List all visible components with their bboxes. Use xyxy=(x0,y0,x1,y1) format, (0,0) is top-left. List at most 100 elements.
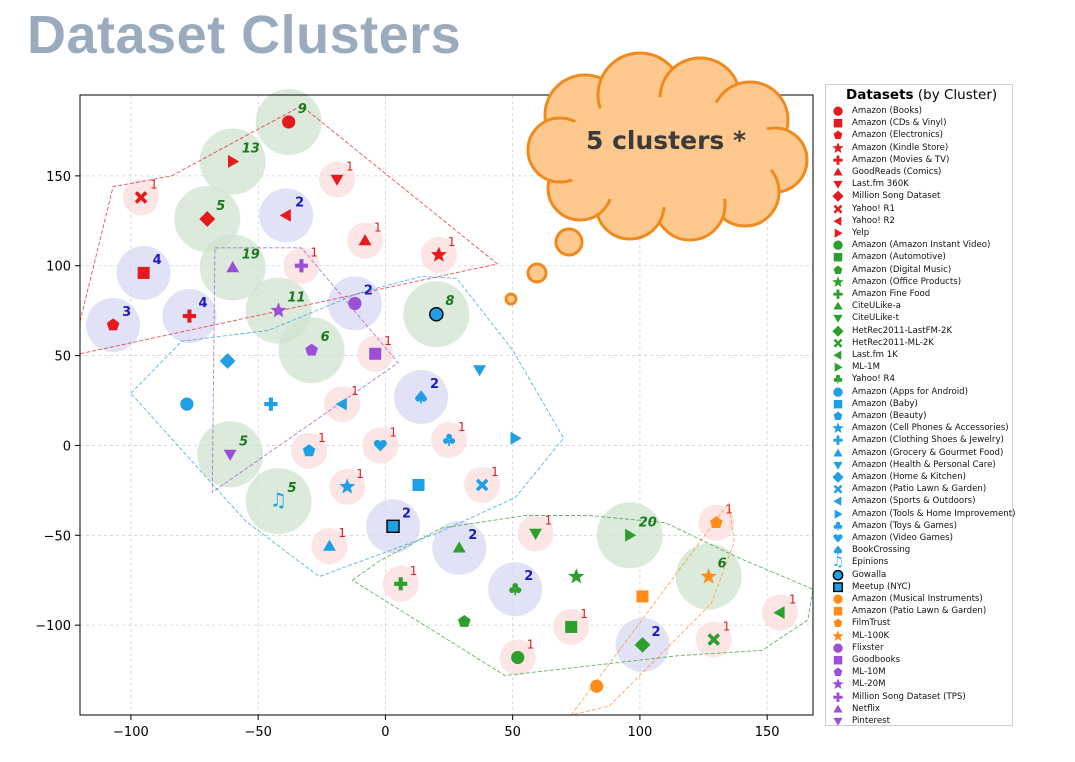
legend-label: Amazon (Digital Music) xyxy=(852,264,952,275)
legend-marker: ♫ xyxy=(832,556,844,568)
legend-label: ML-100K xyxy=(852,630,890,641)
data-point xyxy=(223,449,237,461)
legend-label: Amazon (Office Products) xyxy=(852,276,962,287)
legend-label: Last.fm 1K xyxy=(852,350,898,360)
legend-item: Million Song Dataset xyxy=(826,190,1012,203)
legend-marker xyxy=(833,387,843,397)
legend-marker-shape xyxy=(833,106,843,116)
data-point xyxy=(394,577,408,591)
legend-item: Amazon (Office Products) xyxy=(826,276,1012,288)
legend-marker-shape xyxy=(833,411,843,420)
legend-item: Yelp xyxy=(826,227,1012,239)
legend-marker-shape xyxy=(833,594,843,604)
legend-label: Meetup (NYC) xyxy=(852,581,911,592)
count-label: 19 xyxy=(242,248,260,263)
legend-item: Yahoo! R4 xyxy=(826,373,1012,385)
callout-text: 5 clusters * xyxy=(586,126,747,155)
legend-marker-shape xyxy=(833,216,842,226)
data-point xyxy=(529,528,542,540)
data-point xyxy=(430,246,447,262)
legend-item: Amazon (Movies & TV) xyxy=(826,154,1012,166)
count-label: 5 xyxy=(239,434,248,449)
data-point xyxy=(199,211,216,227)
legend-marker xyxy=(833,240,843,251)
count-label: 2 xyxy=(430,377,439,392)
legend-marker xyxy=(833,484,843,494)
legend-label: Pinterest xyxy=(852,716,890,726)
legend-marker-shape xyxy=(833,253,843,262)
legend-item: Amazon Fine Food xyxy=(826,288,1012,300)
axes: −100 −50 0 50 100 150 −100 −50 0 50 100 150 xyxy=(35,94,814,740)
legend-marker-shape xyxy=(833,484,843,494)
legend-label: Amazon (Automotive) xyxy=(852,252,946,263)
legend-marker-shape xyxy=(832,141,844,153)
count-label: 1 xyxy=(389,425,397,439)
legend-marker xyxy=(833,301,843,310)
legend-item: Amazon (Kindle Store) xyxy=(826,141,1012,154)
y-tick-label: −50 xyxy=(44,529,71,544)
legend-title: Datasets (by Cluster) xyxy=(846,87,998,103)
count-label: 6 xyxy=(321,330,330,345)
data-point xyxy=(452,541,466,553)
legend-marker-shape xyxy=(833,582,843,592)
legend-marker xyxy=(833,315,843,324)
legend-label: Amazon (Video Games) xyxy=(852,533,954,543)
count-label: 1 xyxy=(310,246,318,260)
count-label: 2 xyxy=(651,625,660,640)
legend-marker-shape xyxy=(833,240,843,251)
y-tick-label: 50 xyxy=(54,350,71,365)
legend-marker xyxy=(833,643,843,653)
legend-label: CiteULike-t xyxy=(852,313,899,324)
legend-marker xyxy=(833,594,843,604)
legend-item: Amazon (Apps for Android) xyxy=(826,386,1012,398)
legend-label: Amazon (Books) xyxy=(852,106,923,116)
count-label: 5 xyxy=(216,199,225,214)
data-point xyxy=(330,174,344,186)
legend-marker-shape xyxy=(833,655,843,665)
legend-marker-shape xyxy=(832,629,844,641)
count-label: 2 xyxy=(295,195,304,210)
count-label: 1 xyxy=(351,384,359,398)
data-point xyxy=(302,444,316,457)
legend-marker-shape xyxy=(833,448,843,457)
legend-label: Amazon (Home & Kitchen) xyxy=(852,472,967,482)
data-point xyxy=(219,353,236,369)
count-label: 1 xyxy=(580,607,588,621)
legend-marker xyxy=(832,190,844,203)
legend-item: Flixster xyxy=(826,642,1012,654)
legend-item: CiteULike-a xyxy=(826,300,1012,312)
legend-marker xyxy=(833,534,843,543)
legend-marker-shape xyxy=(833,704,843,713)
legend-label: Amazon (Amazon Instant Video) xyxy=(852,240,991,251)
legend-marker-shape xyxy=(833,618,843,628)
legend-marker xyxy=(833,618,843,628)
plot-frame xyxy=(79,94,814,716)
data-point xyxy=(339,478,356,494)
legend-marker xyxy=(833,181,843,189)
count-label: 1 xyxy=(458,420,466,434)
page-title: Dataset Clusters xyxy=(27,5,462,65)
count-label: 1 xyxy=(545,513,553,527)
legend-marker-shape xyxy=(833,461,843,470)
legend-marker-shape xyxy=(834,228,843,238)
legend-label: Amazon (Electronics) xyxy=(852,130,944,141)
count-label: 1 xyxy=(789,593,797,607)
legend-item: HetRec2011-LastFM-2K xyxy=(826,325,1012,337)
legend-marker-shape xyxy=(832,422,844,434)
legend-label: ML-20M xyxy=(852,679,886,690)
data-point xyxy=(264,397,278,411)
count-label: 4 xyxy=(153,253,162,268)
legend-marker xyxy=(833,399,843,409)
legend-marker-shape xyxy=(833,289,843,299)
legend-marker xyxy=(833,375,843,384)
x-tick-label: −100 xyxy=(113,725,149,740)
legend-marker-shape xyxy=(833,607,843,616)
data-point xyxy=(180,397,194,411)
data-point xyxy=(386,519,400,534)
x-tick-label: 100 xyxy=(628,725,653,740)
data-point xyxy=(707,633,721,646)
data-point xyxy=(373,439,387,452)
legend-marker xyxy=(832,569,844,581)
x-tick-label: 0 xyxy=(381,725,389,740)
